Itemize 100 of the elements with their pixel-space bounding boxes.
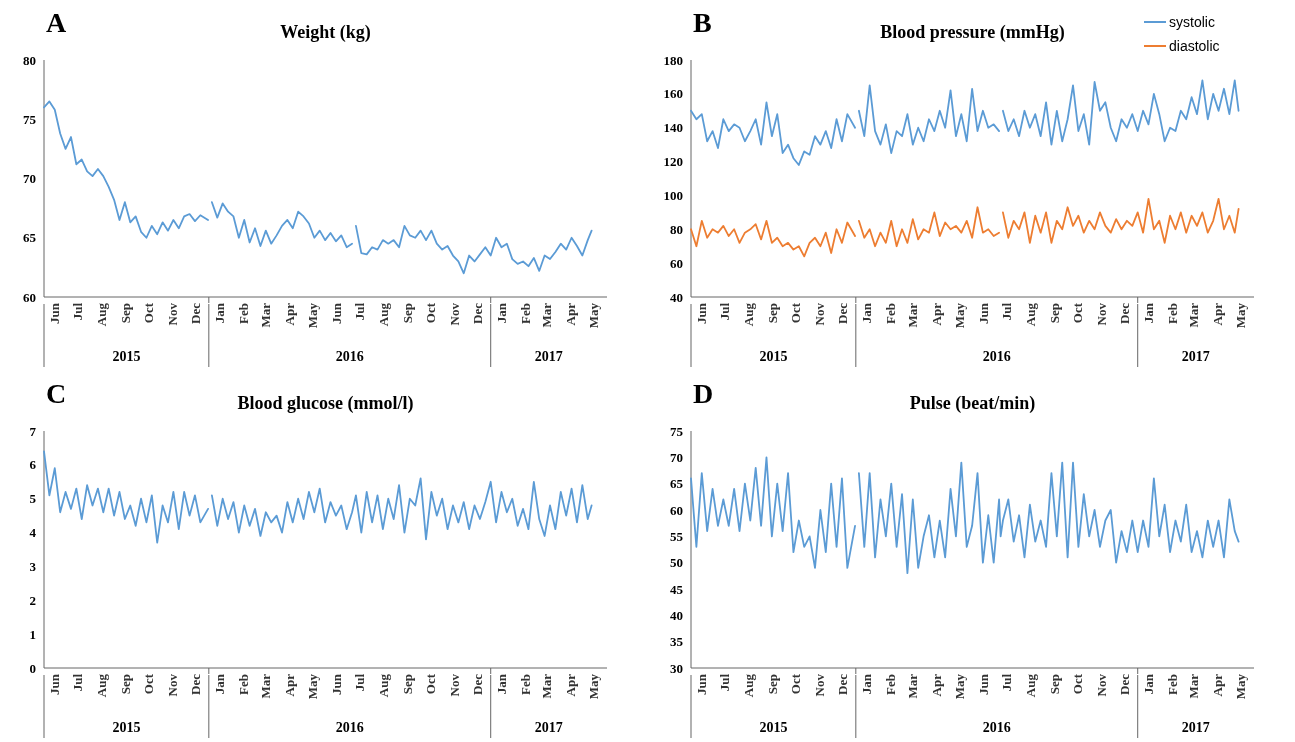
text: 2016 [982,349,1011,364]
x-tick-label: Oct [423,673,439,695]
y-tick-label: 75 [23,111,37,127]
x-tick-label: May [586,302,602,329]
x-tick-label: May [1233,673,1249,700]
x-tick-label: Dec [835,673,851,695]
x-tick-label: Mar [258,302,274,328]
x-tick-label: May [1233,302,1249,329]
x-tick-label: Nov [447,673,463,697]
text: 2017 [534,720,563,735]
y-tick-label: 55 [670,528,684,544]
text: 2017 [534,349,563,364]
y-tick-label: 7 [29,423,37,439]
y-tick-label: 65 [670,476,684,492]
x-tick-label: Jul [999,673,1015,692]
y-tick-label: 60 [670,502,683,518]
text: D [693,378,714,409]
x-tick-label: Nov [812,673,828,697]
x-tick-label: Jan [212,302,228,324]
text: 2016 [335,349,364,364]
x-tick-label: Dec [1117,673,1133,695]
y-tick-label: 50 [670,555,683,571]
x-tick-label: May [952,302,968,329]
x-tick-label: Nov [165,673,181,697]
text: 2016 [335,720,364,735]
x-tick-label: Apr [282,302,298,326]
x-tick-label: Oct [141,673,157,695]
x-tick-label: Oct [423,302,439,324]
y-tick-label: 60 [23,289,36,305]
x-tick-label: Jul [70,673,86,692]
x-tick-label: Feb [883,674,899,695]
x-tick-label: Sep [400,674,416,695]
x-tick-label: Jun [694,673,710,695]
y-tick-label: 70 [670,449,683,465]
x-tick-label: Dec [188,673,204,695]
y-tick-label: 160 [663,86,683,102]
x-tick-label: Mar [1186,673,1202,699]
x-tick-label: Jun [976,673,992,695]
x-tick-label: Jul [352,302,368,321]
x-tick-label: Jan [859,673,875,695]
x-tick-label: Jun [47,302,63,324]
y-tick-label: 40 [670,289,683,305]
x-tick-label: Jan [494,302,510,324]
chart-title: Pulse (beat/min) [909,393,1036,414]
x-tick-label: Mar [905,673,921,699]
legend-label: systolic [1169,13,1215,30]
x-tick-label: Oct [1070,673,1086,695]
y-tick-label: 120 [663,154,683,170]
y-tick-label: 140 [663,120,683,136]
x-tick-label: Aug [376,302,392,327]
x-tick-label: Feb [517,303,533,324]
y-tick-label: 2 [29,592,36,608]
x-tick-label: Aug [376,673,392,698]
x-tick-label: Jan [1141,302,1157,324]
x-tick-label: Jun [976,302,992,324]
x-tick-label: Jun [329,302,345,324]
text: C [46,378,67,409]
x-tick-label: Dec [835,302,851,324]
x-tick-label: Nov [165,302,181,326]
x-tick-label: Sep [1047,303,1063,324]
y-tick-label: 4 [29,525,37,541]
x-tick-label: Mar [539,673,555,699]
y-tick-label: 45 [670,581,684,597]
text: 2015 [759,349,788,364]
x-tick-label: Mar [258,673,274,699]
x-tick-label: Nov [1094,673,1110,697]
y-tick-label: 70 [23,171,36,187]
x-tick-label: Aug [94,673,110,698]
text: B [693,7,712,38]
text: 2015 [112,349,141,364]
text: 2017 [1181,720,1210,735]
x-tick-label: Jan [212,673,228,695]
x-tick-label: Sep [118,674,134,695]
x-tick-label: Oct [1070,302,1086,324]
x-tick-label: Jul [717,302,733,321]
y-tick-label: 75 [670,423,684,439]
x-tick-label: Feb [883,303,899,324]
y-tick-label: 60 [670,255,683,271]
x-tick-label: Oct [788,302,804,324]
text: 2016 [982,720,1011,735]
x-tick-label: Feb [1164,303,1180,324]
y-tick-label: 0 [29,660,36,676]
x-tick-label: May [305,673,321,700]
x-tick-label: Apr [563,302,579,326]
chart-title: Blood pressure (mmHg) [880,22,1065,43]
y-tick-label: 3 [29,558,37,574]
y-tick-label: 35 [670,634,684,650]
x-tick-label: Jun [329,673,345,695]
x-tick-label: Aug [741,302,757,327]
x-tick-label: Mar [539,302,555,328]
x-tick-label: Jul [717,673,733,692]
text: 2017 [1181,349,1210,364]
text: A [46,7,67,38]
y-tick-label: 100 [663,187,683,203]
x-tick-label: Jul [999,302,1015,321]
chart-title: Weight (kg) [280,22,371,43]
x-tick-label: Oct [141,302,157,324]
y-tick-label: 80 [670,221,683,237]
x-tick-label: Sep [765,303,781,324]
x-tick-label: Jul [352,673,368,692]
